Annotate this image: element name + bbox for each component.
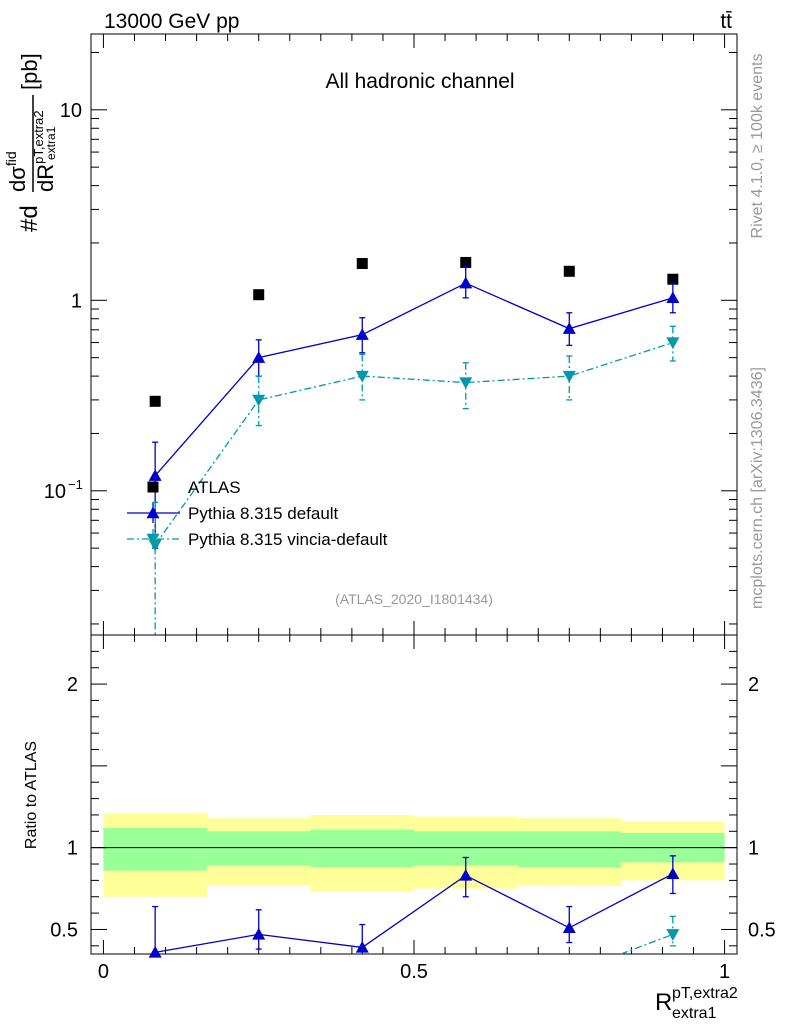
legend-label: Pythia 8.315 default bbox=[188, 504, 339, 523]
xlabel-sup: pT,extra2 bbox=[672, 985, 738, 1002]
x-tick-label: 0 bbox=[98, 961, 109, 983]
ratio-y-tick-label-left: 2 bbox=[67, 674, 78, 696]
svg-text:#d: #d bbox=[16, 205, 43, 232]
main-ylabel-unit: [pb] bbox=[17, 53, 42, 90]
pythia-default-point bbox=[355, 328, 369, 340]
ratio-frame bbox=[90, 634, 738, 955]
main-title: All hadronic channel bbox=[325, 70, 514, 93]
atlas-point bbox=[149, 395, 161, 407]
legend-marker bbox=[146, 506, 160, 519]
ratio-y-tick-label-left: 0.5 bbox=[50, 919, 78, 941]
ratio-pythia-default-line bbox=[155, 873, 674, 954]
main-y-tick-label: 1 bbox=[71, 290, 82, 312]
ratio-ylabel: Ratio to ATLAS bbox=[23, 741, 40, 849]
ratio-pythia-default-point bbox=[252, 927, 266, 940]
pythia-default-point bbox=[562, 322, 576, 334]
pythia-default-line bbox=[154, 282, 674, 477]
energy-label: 13000 GeV pp bbox=[104, 10, 239, 33]
ratio-band-inner-0 bbox=[103, 828, 207, 871]
pythia-default-point bbox=[666, 291, 680, 304]
ratio-plot-area: 0 0.5 1 0.5 0.5 1 1 2 2 bbox=[50, 634, 776, 983]
ratio-pythia-default-point bbox=[459, 868, 473, 881]
pythia-default-point bbox=[148, 469, 162, 481]
svg-text:[pb]: [pb] bbox=[17, 53, 42, 90]
vincia-default-point bbox=[355, 370, 369, 383]
atlas-point bbox=[563, 265, 575, 277]
svg-text:extra1: extra1 bbox=[672, 1005, 717, 1022]
svg-text:R: R bbox=[655, 989, 672, 1016]
main-ylabel-den: dR bbox=[33, 164, 58, 192]
ratio-pythia-default-point bbox=[355, 940, 369, 953]
mcplots-label: mcplots.cern.ch [arXiv:1306.3436] bbox=[749, 367, 766, 609]
ratio-band-inner-1 bbox=[206, 831, 311, 866]
ratio-band-inner-4 bbox=[517, 831, 622, 868]
legend-label: Pythia 8.315 vincia-default bbox=[188, 530, 388, 549]
ratio-y-tick-label-right: 0.5 bbox=[748, 919, 776, 941]
main-ylabel-num: dσ bbox=[5, 166, 30, 192]
main-ylabel-den-sub: extra1 bbox=[44, 126, 58, 160]
pythia-default-point bbox=[459, 276, 473, 289]
ratio-vincia-default-point bbox=[666, 929, 680, 941]
vincia-default-point bbox=[666, 337, 680, 350]
ratio-pythia-default-point bbox=[562, 921, 576, 934]
vincia-default-point bbox=[252, 394, 266, 407]
svg-text:dRpT,extra2: dRpT,extra2 bbox=[31, 110, 58, 192]
ratio-vincia-default-line bbox=[620, 933, 674, 955]
vincia-default-point bbox=[562, 370, 576, 383]
process-label: tt̄ bbox=[720, 10, 732, 33]
main-ylabel-num-sup: fid bbox=[3, 151, 19, 166]
pythia-default-point bbox=[252, 351, 266, 363]
legend: ATLAS Pythia 8.315 default Pythia 8.315 vi… bbox=[127, 478, 388, 549]
ratio-y-tick-label-right: 2 bbox=[748, 674, 759, 696]
ratio-y-tick-label-left: 1 bbox=[67, 838, 78, 860]
atlas-point bbox=[460, 256, 472, 268]
ratio-band-inner-2 bbox=[310, 829, 414, 868]
svg-text:extra1: extra1 bbox=[44, 126, 58, 160]
legend-marker bbox=[146, 533, 160, 546]
xlabel-base: R bbox=[655, 989, 672, 1016]
rivet-label: Rivet 4.1.0, ≥ 100k events bbox=[749, 54, 766, 239]
ratio-y-tick-label-right: 1 bbox=[748, 838, 759, 860]
x-tick-label: 0.5 bbox=[400, 961, 428, 983]
atlas-point bbox=[667, 273, 679, 285]
xlabel-sub: extra1 bbox=[672, 1005, 717, 1022]
legend-label: ATLAS bbox=[188, 478, 241, 497]
atlas-point bbox=[253, 289, 265, 301]
svg-text:dσfid: dσfid bbox=[3, 151, 30, 192]
atlas-point bbox=[356, 258, 368, 270]
vincia-default-point bbox=[459, 377, 473, 390]
analysis-tag: (ATLAS_2020_I1801434) bbox=[335, 591, 493, 607]
main-ylabel: #d dσfid dRpT,extra2 extra1 [pb] bbox=[3, 53, 58, 232]
vincia-default-line bbox=[154, 341, 674, 546]
main-ylabel-prefix: #d bbox=[16, 205, 43, 232]
legend-marker bbox=[147, 481, 159, 493]
x-tick-label: 1 bbox=[719, 961, 730, 983]
main-ylabel-den-sup: pT,extra2 bbox=[31, 110, 46, 163]
main-y-tick-label: 10 bbox=[44, 481, 66, 503]
main-y-tick-label-exp: −1 bbox=[68, 477, 83, 492]
svg-text:pT,extra2: pT,extra2 bbox=[672, 985, 738, 1002]
ratio-pythia-default-point bbox=[666, 867, 680, 880]
main-y-tick-label: 10 bbox=[60, 100, 82, 122]
ratio-pythia-default-point bbox=[148, 945, 162, 958]
xlabel: R pT,extra2 extra1 bbox=[655, 985, 738, 1022]
